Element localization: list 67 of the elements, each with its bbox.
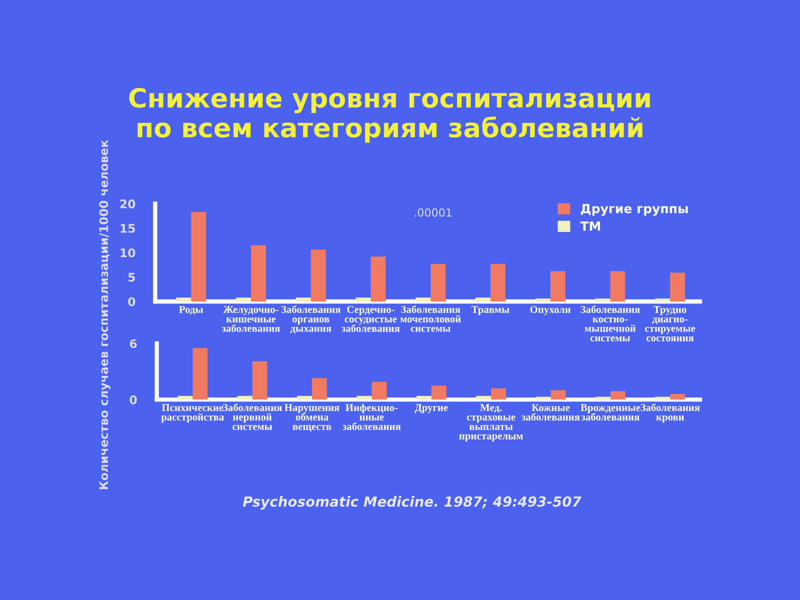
- chart-title: Снижение уровня госпитализации по всем категориям заболеваний: [129, 88, 650, 143]
- x-tick-label: Травмы: [472, 306, 510, 316]
- y-axis-title: Количество случаев госпитализации/1000 человек: [99, 140, 111, 490]
- bar: [178, 396, 193, 400]
- bar: [595, 298, 610, 302]
- text: Psychosomatic Medicine. 1987; 49:493-507: [242, 496, 582, 510]
- legend-label: ТМ: [580, 222, 600, 231]
- bar: [430, 264, 446, 302]
- x-tick-label: Роды: [179, 306, 204, 315]
- bar: [356, 298, 371, 302]
- bar: [491, 388, 506, 400]
- legend-label: Другие группы: [580, 204, 688, 216]
- y-tick-label: 5: [128, 272, 135, 282]
- x-tick-label: Опухоли: [530, 306, 571, 316]
- y-tick-label: 0: [130, 395, 137, 404]
- y-tick-label: 10: [120, 248, 136, 258]
- bar: [490, 264, 506, 302]
- bar: [236, 298, 251, 302]
- x-tick-label: Психические расстройства: [161, 404, 224, 423]
- x-tick-label: Трудно диагно- стируемые состояния: [645, 306, 696, 342]
- bar: [416, 396, 432, 400]
- bar: [416, 298, 431, 302]
- bar: [475, 298, 490, 302]
- y-tick-label: 20: [120, 199, 136, 208]
- bar: [536, 396, 551, 400]
- bar: [476, 396, 492, 400]
- annotation: .00001: [414, 208, 452, 217]
- x-tick-label: Заболевания нервной системы: [222, 404, 282, 430]
- y-tick-label: 0: [128, 297, 136, 306]
- x-tick-label: Другие: [414, 404, 448, 414]
- bar: [356, 396, 372, 400]
- bar: [192, 348, 208, 400]
- x-tick-label: Кожные заболевания: [522, 404, 580, 421]
- x-tick-label: Мед. страховые выплаты пристарелым: [459, 404, 523, 442]
- bar: [176, 298, 192, 302]
- bar: [431, 386, 446, 400]
- bar: [535, 298, 550, 302]
- bar: [610, 391, 626, 400]
- bar: [370, 256, 386, 302]
- y-tick-label: 6: [130, 339, 137, 348]
- bar: [250, 245, 266, 302]
- x-tick-label: Сердечно- сосудистые заболевания: [342, 306, 400, 332]
- bar: [372, 382, 387, 400]
- bar: [237, 396, 252, 400]
- y-tick-label: 15: [120, 224, 135, 233]
- x-tick-label: Заболевания мочеполовой системы: [400, 305, 461, 332]
- bar: [655, 396, 670, 400]
- bar: [655, 298, 670, 302]
- x-tick-label: Заболевания органов дыхания: [281, 305, 340, 334]
- bar: [670, 272, 686, 302]
- bar: [296, 298, 311, 302]
- bar: [670, 394, 686, 400]
- x-tick-label: Инфекцио- нные заболевания: [342, 404, 401, 430]
- bar: [312, 378, 327, 400]
- x-tick-label: Желудочно- кишечные заболевания: [222, 306, 280, 332]
- bar: [191, 212, 206, 302]
- x-tick-label: Заболевания крови: [640, 404, 700, 423]
- bar: [610, 271, 626, 302]
- x-tick-label: Нарушения обмена веществ: [284, 404, 340, 432]
- bar: [252, 361, 268, 400]
- bar: [596, 396, 610, 400]
- x-tick-label: Врожденные заболевания: [580, 404, 640, 421]
- bar: [550, 271, 566, 302]
- bar: [550, 390, 566, 400]
- bar: [310, 250, 326, 302]
- bar: [297, 396, 312, 400]
- x-tick-label: Заболевания костно- мышечной системы: [580, 305, 640, 342]
